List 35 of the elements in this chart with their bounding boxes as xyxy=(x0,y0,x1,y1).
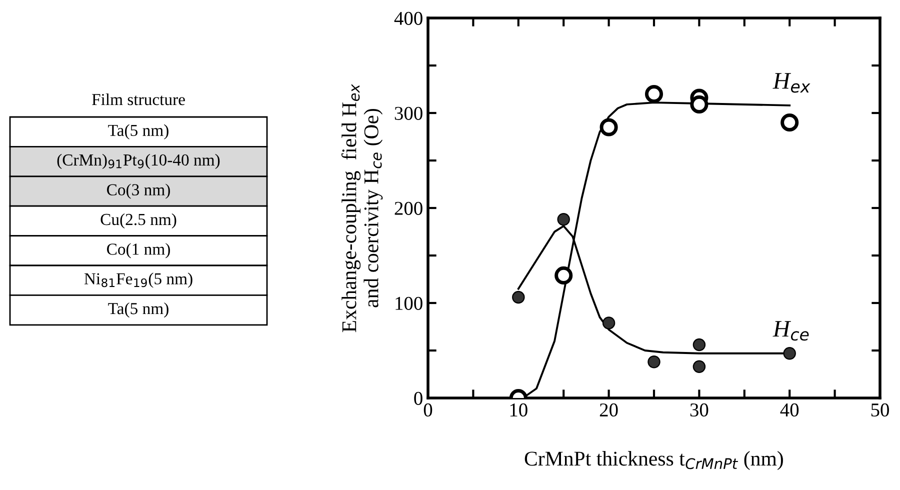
series-label: H$_{ce}$ xyxy=(772,321,809,341)
text: Cu(2.5 nm) xyxy=(100,213,176,229)
series-label: H$_{ex}$ xyxy=(772,73,810,93)
text: Co(3 nm) xyxy=(107,184,170,199)
text: (CrMn)$_{91}$Pt$_{9}$(10-40 nm) xyxy=(57,154,220,169)
x-tick-label: 40 xyxy=(780,403,799,417)
text: Ta(5 nm) xyxy=(108,302,168,318)
point xyxy=(512,290,525,304)
point xyxy=(554,266,573,284)
y-tick-label: 100 xyxy=(396,296,422,310)
point xyxy=(692,338,706,352)
text: Ni$_{81}$Fe$_{19}$(5 nm) xyxy=(84,272,192,288)
x-axis-title: CrMnPt thickness t$_{CrMnPt}$ (nm) xyxy=(524,451,783,470)
y-tick-label: 300 xyxy=(394,106,422,120)
point xyxy=(644,84,664,104)
text: Co(1 nm) xyxy=(107,243,170,258)
text: Ta(5 nm) xyxy=(108,124,168,140)
x-tick-label: 10 xyxy=(510,403,528,417)
point xyxy=(690,95,708,114)
y-tick-label: 400 xyxy=(394,12,422,25)
text: Film structure xyxy=(92,93,185,106)
point xyxy=(780,113,799,132)
x-tick-label: 20 xyxy=(600,403,618,417)
x-tick-label: 0 xyxy=(424,403,432,417)
point xyxy=(648,356,660,368)
text: Exchange-coupling field H$_{ex}$ and coercivity H$_{ce}$ (Oe) xyxy=(341,84,383,332)
y-tick-label: 200 xyxy=(394,202,422,215)
y-tick-label: 0 xyxy=(414,392,422,405)
point xyxy=(783,346,796,360)
point xyxy=(692,360,706,374)
point xyxy=(600,118,618,136)
point xyxy=(602,316,616,330)
x-tick-label: 30 xyxy=(690,403,708,417)
x-tick-label: 50 xyxy=(871,403,889,417)
point xyxy=(557,213,570,226)
